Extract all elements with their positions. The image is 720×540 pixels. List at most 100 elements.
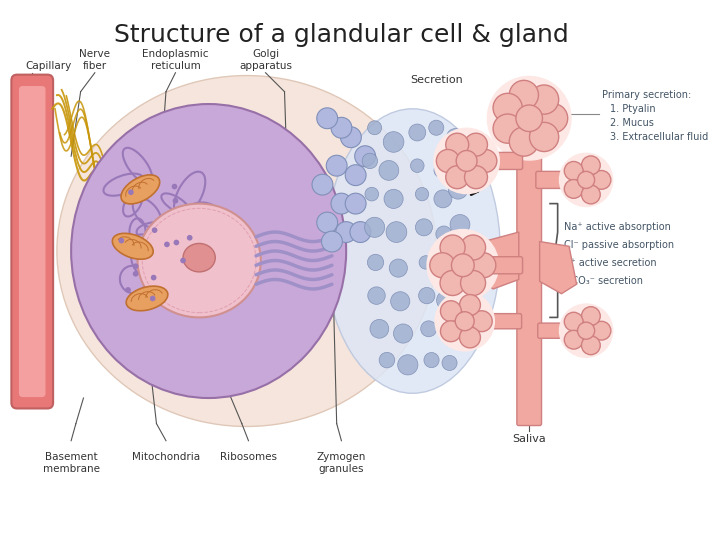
Circle shape (461, 235, 485, 260)
Circle shape (529, 85, 559, 114)
Circle shape (364, 217, 384, 238)
Polygon shape (479, 232, 519, 289)
Circle shape (430, 253, 455, 278)
Text: Capillary: Capillary (26, 61, 72, 71)
Circle shape (370, 319, 389, 338)
Ellipse shape (71, 104, 346, 398)
Circle shape (383, 132, 404, 152)
Circle shape (379, 160, 399, 180)
FancyBboxPatch shape (477, 256, 523, 274)
Circle shape (365, 187, 379, 201)
FancyBboxPatch shape (19, 86, 45, 397)
Ellipse shape (57, 76, 436, 427)
Text: HCO₃⁻ secretion: HCO₃⁻ secretion (564, 276, 643, 286)
Text: Golgi
apparatus: Golgi apparatus (239, 49, 292, 71)
Circle shape (582, 185, 600, 204)
Circle shape (446, 129, 464, 146)
Circle shape (420, 321, 436, 337)
Text: Cl⁻ passive absorption: Cl⁻ passive absorption (564, 240, 675, 251)
Circle shape (150, 275, 156, 280)
Circle shape (459, 294, 480, 315)
FancyBboxPatch shape (517, 80, 541, 426)
Circle shape (564, 312, 583, 331)
Circle shape (362, 153, 377, 168)
Polygon shape (539, 241, 577, 294)
Circle shape (454, 285, 472, 303)
Circle shape (415, 219, 433, 236)
Circle shape (164, 241, 170, 247)
Circle shape (171, 184, 177, 190)
Circle shape (456, 151, 477, 171)
Circle shape (415, 187, 428, 201)
FancyBboxPatch shape (538, 323, 577, 338)
Text: K⁺ active secretion: K⁺ active secretion (564, 258, 657, 268)
Circle shape (345, 165, 366, 186)
Text: Zymogen
granules: Zymogen granules (317, 452, 366, 474)
Circle shape (582, 156, 600, 174)
Circle shape (471, 253, 496, 278)
Circle shape (152, 227, 158, 233)
Circle shape (391, 292, 410, 311)
Text: 2. Mucus: 2. Mucus (610, 118, 654, 128)
Circle shape (440, 271, 465, 295)
Circle shape (418, 287, 435, 304)
Circle shape (173, 198, 179, 204)
Circle shape (539, 104, 567, 133)
Circle shape (446, 166, 469, 188)
FancyBboxPatch shape (12, 75, 53, 408)
Circle shape (436, 150, 459, 172)
Circle shape (125, 287, 131, 293)
Circle shape (564, 161, 583, 180)
Circle shape (350, 221, 371, 242)
Circle shape (180, 258, 186, 264)
Circle shape (424, 353, 439, 368)
Circle shape (442, 355, 457, 370)
Ellipse shape (126, 286, 168, 310)
Circle shape (446, 133, 469, 156)
Text: Na⁺ active absorption: Na⁺ active absorption (564, 222, 671, 232)
Circle shape (186, 235, 192, 241)
Circle shape (150, 295, 156, 301)
Circle shape (592, 321, 611, 340)
Circle shape (336, 221, 356, 242)
Text: Ribosomes: Ribosomes (220, 452, 277, 462)
Circle shape (453, 317, 469, 333)
Circle shape (433, 127, 500, 194)
Circle shape (441, 326, 454, 339)
Circle shape (436, 226, 452, 242)
Circle shape (119, 238, 125, 244)
Circle shape (393, 324, 413, 343)
Ellipse shape (121, 175, 160, 204)
Circle shape (449, 180, 468, 199)
FancyBboxPatch shape (536, 171, 577, 188)
Circle shape (174, 240, 179, 245)
Circle shape (564, 179, 583, 198)
Circle shape (440, 235, 465, 260)
Circle shape (345, 193, 366, 214)
Circle shape (441, 301, 462, 322)
Circle shape (341, 127, 361, 147)
Circle shape (434, 190, 452, 208)
Ellipse shape (112, 233, 153, 259)
Circle shape (379, 352, 395, 368)
Circle shape (434, 164, 448, 178)
Circle shape (355, 146, 376, 167)
Circle shape (410, 159, 424, 172)
Circle shape (559, 303, 613, 358)
Circle shape (368, 121, 382, 135)
Circle shape (326, 155, 347, 176)
Circle shape (441, 321, 462, 342)
Circle shape (472, 311, 492, 332)
Circle shape (436, 259, 456, 278)
Circle shape (397, 355, 418, 375)
Circle shape (132, 264, 138, 269)
Circle shape (312, 174, 333, 195)
Circle shape (450, 214, 470, 234)
Text: 1. Ptyalin: 1. Ptyalin (610, 104, 655, 114)
Circle shape (461, 271, 485, 295)
Circle shape (132, 271, 138, 276)
Circle shape (368, 287, 385, 305)
Circle shape (509, 80, 539, 110)
Circle shape (317, 212, 338, 233)
Circle shape (464, 133, 487, 156)
